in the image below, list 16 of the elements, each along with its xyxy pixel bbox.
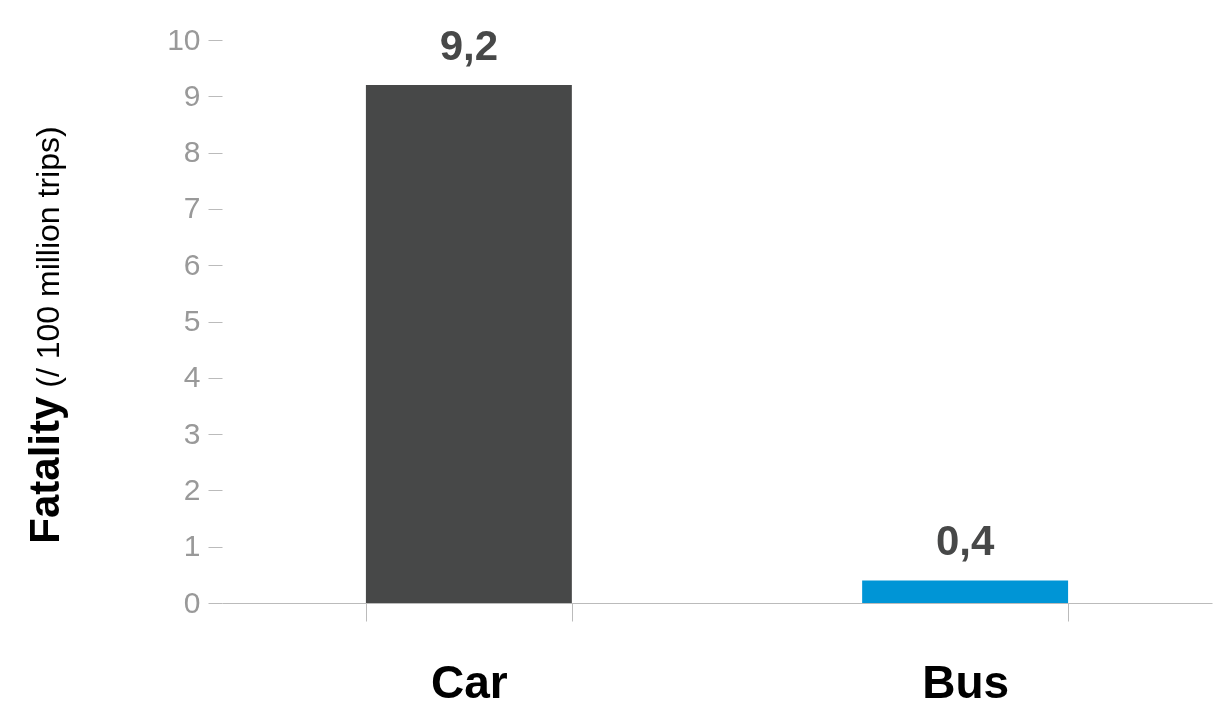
- y-tick-label: 3: [183, 416, 201, 450]
- y-tick-label: 7: [183, 191, 201, 225]
- y-tick-label: 0: [183, 585, 201, 619]
- y-tick-label: 10: [167, 22, 201, 56]
- y-axis-title: Fatality (/ 100 million trips): [21, 126, 68, 544]
- y-tick-label: 4: [183, 360, 201, 394]
- y-tick-label: 1: [183, 529, 201, 563]
- x-tick-label: Car: [431, 655, 508, 708]
- y-tick-label: 8: [183, 135, 201, 169]
- y-tick-label: 6: [183, 247, 201, 281]
- y-tick-label: 9: [183, 78, 201, 112]
- data-label: 0,4: [935, 517, 995, 565]
- y-tick-label: 5: [183, 304, 201, 337]
- x-tick-label: Bus: [922, 655, 1010, 708]
- data-label: 9,2: [439, 22, 499, 70]
- y-tick-label: 2: [183, 472, 201, 506]
